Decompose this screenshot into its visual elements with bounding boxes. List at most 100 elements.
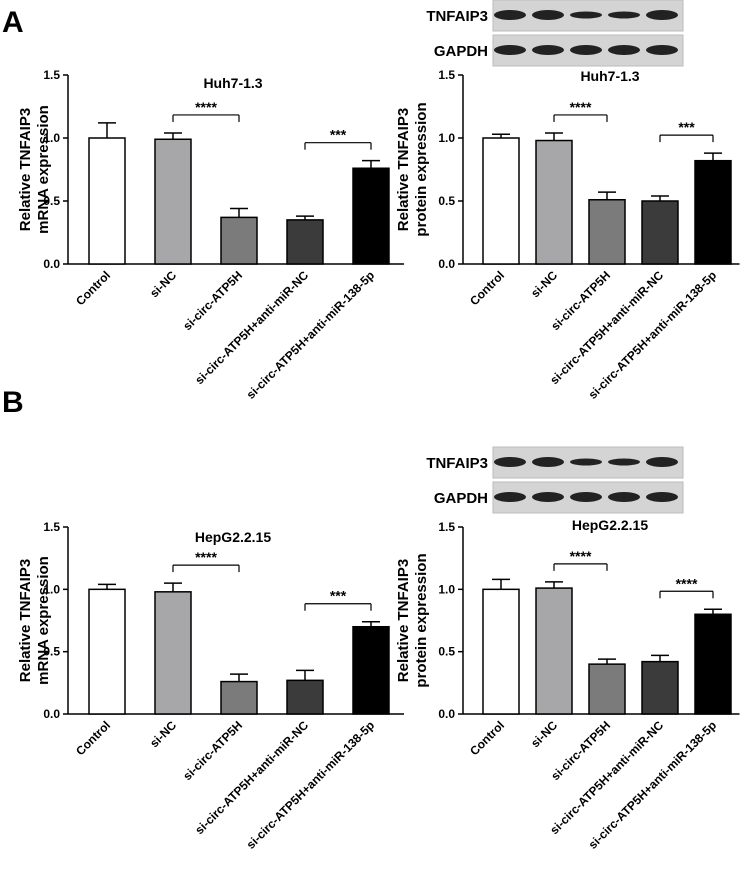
blot-label: GAPDH [434, 43, 488, 60]
blot-band [608, 458, 640, 466]
bar [482, 137, 520, 265]
bar [482, 588, 520, 715]
y-tick-label: 0.5 [438, 194, 455, 208]
blot-band [494, 457, 526, 467]
significance: *** [330, 588, 347, 604]
chart-title: Huh7-1.3 [580, 68, 639, 84]
blot-band [646, 10, 678, 20]
x-tick-label: si-circ-ATP5H [180, 718, 245, 783]
bar [88, 588, 126, 715]
x-tick-label: Control [467, 268, 507, 308]
y-tick-label: 0.0 [438, 257, 455, 271]
bar [535, 139, 573, 265]
significance: **** [570, 548, 592, 564]
x-tick-label: si-NC [528, 268, 560, 300]
bar [641, 660, 679, 715]
y-tick-label: 1.5 [438, 68, 455, 82]
x-tick-label: si-circ-ATP5H+anti-miR-NC [547, 718, 666, 837]
y-tick-label: 0.0 [43, 257, 60, 271]
y-axis-label: mRNA expression [35, 105, 52, 234]
significance: **** [195, 549, 217, 565]
bar [588, 663, 626, 715]
x-tick-label: si-circ-ATP5H+anti-miR-138-5p [244, 718, 378, 852]
x-tick-label: si-circ-ATP5H+anti-miR-138-5p [244, 268, 378, 402]
blot-band [532, 45, 564, 55]
bar [286, 679, 324, 715]
chart-title: HepG2.2.15 [572, 517, 648, 533]
y-axis-label: mRNA expression [35, 556, 52, 685]
bar [641, 200, 679, 265]
blot-band [532, 492, 564, 502]
bar [286, 219, 324, 265]
blot-band [608, 45, 640, 55]
x-tick-label: Control [73, 268, 113, 308]
chart-title: HepG2.2.15 [195, 529, 271, 545]
x-tick-label: Control [73, 718, 113, 758]
blot-band [608, 11, 640, 19]
x-tick-label: si-circ-ATP5H+anti-miR-NC [192, 268, 311, 387]
x-tick-label: si-circ-ATP5H [180, 268, 245, 333]
x-tick-label: Control [467, 718, 507, 758]
blot-band [532, 10, 564, 20]
blot-label: TNFAIP3 [426, 8, 488, 25]
blot-band [646, 457, 678, 467]
y-tick-label: 1.0 [438, 582, 455, 596]
bar [694, 613, 732, 715]
bar [352, 625, 390, 715]
blot-label: TNFAIP3 [426, 455, 488, 472]
blot-band [646, 45, 678, 55]
y-tick-label: 1.5 [438, 520, 455, 534]
blot-band [494, 492, 526, 502]
y-tick-label: 0.5 [43, 645, 60, 659]
bar [154, 138, 192, 265]
significance: *** [330, 127, 347, 143]
blot-band [570, 492, 602, 502]
significance: **** [676, 575, 698, 591]
blot-band [494, 45, 526, 55]
bar [220, 680, 258, 715]
blot-label: GAPDH [434, 490, 488, 507]
y-tick-label: 1.0 [43, 131, 60, 145]
y-tick-label: 0.0 [438, 707, 455, 721]
bar [694, 159, 732, 265]
y-tick-label: 1.5 [43, 520, 60, 534]
x-tick-label: si-circ-ATP5H+anti-miR-NC [192, 718, 311, 837]
blot-band [570, 458, 602, 466]
y-axis-label: Relative TNFAIP3 [395, 559, 412, 682]
x-tick-label: si-NC [147, 268, 179, 300]
y-axis-label: protein expression [413, 102, 430, 236]
bar [352, 167, 390, 265]
y-axis-label: Relative TNFAIP3 [17, 559, 34, 682]
y-tick-label: 0.0 [43, 707, 60, 721]
blot-band [532, 457, 564, 467]
y-axis-label: protein expression [413, 553, 430, 687]
blot-band [570, 45, 602, 55]
blot-band [608, 492, 640, 502]
y-tick-label: 0.5 [438, 645, 455, 659]
y-axis-label: Relative TNFAIP3 [17, 108, 34, 231]
blot-band [646, 492, 678, 502]
bar [588, 198, 626, 265]
y-tick-label: 1.0 [438, 131, 455, 145]
bar [220, 216, 258, 265]
significance: **** [570, 99, 592, 115]
significance: *** [678, 119, 695, 135]
bar [88, 137, 126, 265]
y-tick-label: 0.5 [43, 194, 60, 208]
y-axis-label: Relative TNFAIP3 [395, 108, 412, 231]
blot-band [570, 11, 602, 19]
panel-label: A [2, 6, 24, 39]
y-tick-label: 1.0 [43, 582, 60, 596]
x-tick-label: si-NC [147, 718, 179, 750]
blot-band [494, 10, 526, 20]
bar [154, 591, 192, 715]
bar [535, 587, 573, 715]
significance: **** [195, 99, 217, 115]
x-tick-label: si-NC [528, 718, 560, 750]
chart-title: Huh7-1.3 [203, 75, 262, 91]
x-tick-label: si-circ-ATP5H+anti-miR-NC [547, 268, 666, 387]
panel-label: B [2, 386, 24, 419]
y-tick-label: 1.5 [43, 68, 60, 82]
